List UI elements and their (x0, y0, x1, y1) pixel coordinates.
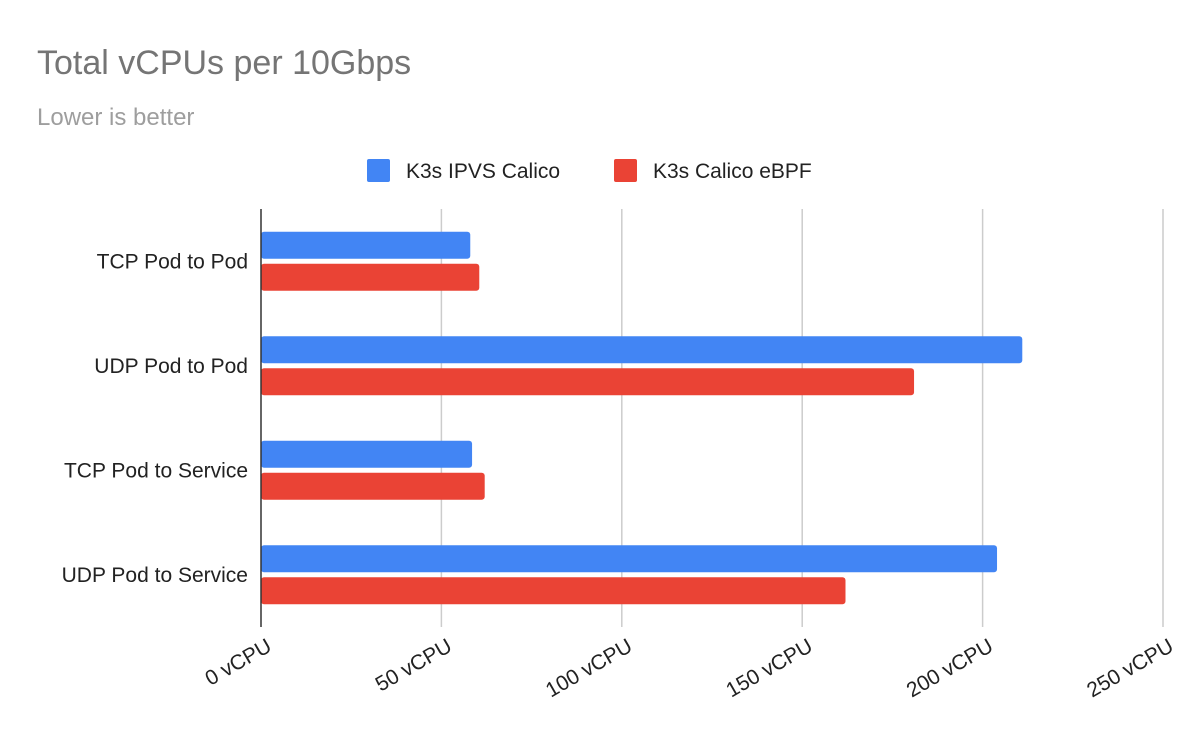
x-tick-label: 200 vCPU (903, 634, 997, 702)
category-label: TCP Pod to Pod (97, 250, 248, 273)
chart-subtitle: Lower is better (37, 104, 194, 131)
legend-label-k3s-calico-ebpf: K3s Calico eBPF (653, 160, 812, 183)
bar-k3s-ipvs-calico-tcp-pod-to-service (261, 440, 473, 468)
bar-k3s-ipvs-calico-udp-pod-to-pod (261, 336, 1023, 364)
chart-title: Total vCPUs per 10Gbps (37, 44, 411, 82)
category-labels: TCP Pod to Pod UDP Pod to Pod TCP Pod to S… (62, 250, 248, 587)
x-tick-label: 0 vCPU (201, 634, 275, 690)
legend: K3s IPVS Calico K3s Calico eBPF (367, 159, 812, 183)
bar-k3s-calico-ebpf-udp-pod-to-service (261, 577, 846, 605)
bar-k3s-calico-ebpf-udp-pod-to-pod (261, 368, 915, 396)
x-tick-label: 150 vCPU (722, 634, 816, 702)
x-tick-labels: 0 vCPU 50 vCPU 100 vCPU 150 vCPU 200 vCPU 250… (201, 634, 1177, 702)
category-label: TCP Pod to Service (64, 459, 248, 482)
x-tick-label: 100 vCPU (542, 634, 636, 702)
bar-k3s-calico-ebpf-tcp-pod-to-service (261, 472, 485, 500)
legend-swatch-k3s-calico-ebpf (614, 159, 637, 182)
legend-label-k3s-ipvs-calico: K3s IPVS Calico (406, 160, 560, 183)
x-tick-label: 50 vCPU (372, 634, 456, 696)
bar-k3s-ipvs-calico-tcp-pod-to-pod (261, 231, 471, 259)
category-label: UDP Pod to Service (62, 564, 248, 587)
category-label: UDP Pod to Pod (94, 355, 248, 378)
bars (261, 231, 1023, 605)
bar-k3s-ipvs-calico-udp-pod-to-service (261, 545, 998, 573)
x-tick-label: 250 vCPU (1083, 634, 1177, 702)
legend-swatch-k3s-ipvs-calico (367, 159, 390, 182)
bar-k3s-calico-ebpf-tcp-pod-to-pod (261, 263, 480, 291)
